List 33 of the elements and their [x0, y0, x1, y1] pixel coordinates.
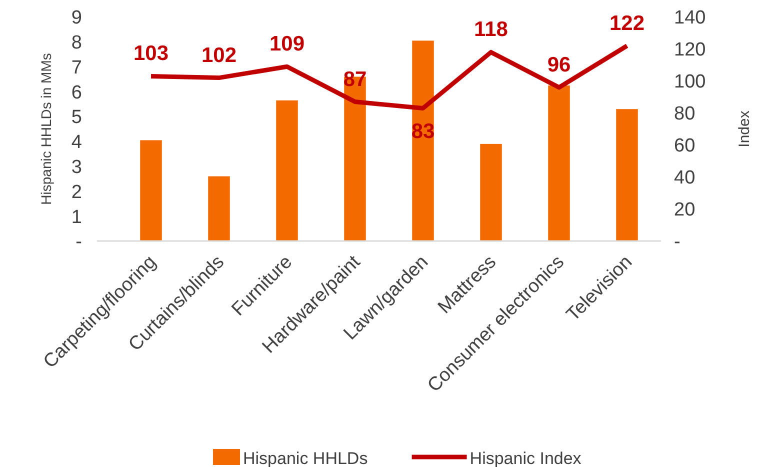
y-tick-label: 5: [71, 107, 82, 128]
y2-tick-label: 120: [674, 40, 706, 61]
data-label: 103: [133, 42, 169, 66]
y2-tick-label: -: [674, 232, 680, 253]
y2-tick-label: 80: [674, 104, 696, 125]
y-axis-title: Hispanic HHLDs in MMs: [38, 53, 54, 205]
y2-tick-label: 60: [674, 136, 696, 157]
y2-tick-label: 100: [674, 72, 706, 93]
y-tick-label: 2: [71, 182, 82, 203]
bar: [276, 100, 298, 241]
y-tick-label: 7: [71, 57, 82, 78]
bar: [616, 109, 638, 241]
y-tick-label: 1: [71, 206, 82, 228]
bar: [412, 40, 434, 241]
bar: [208, 176, 230, 241]
y-tick-label: 8: [71, 32, 82, 54]
data-label: 96: [547, 53, 571, 76]
y-tick-label: 6: [71, 82, 82, 104]
y-tick-label: 9: [71, 8, 82, 29]
data-label: 118: [474, 18, 508, 42]
bar: [548, 85, 570, 241]
bar: [480, 144, 502, 241]
y-tick-label: 4: [71, 132, 82, 154]
data-label: 102: [201, 44, 237, 67]
data-label: 122: [609, 12, 645, 35]
y-tick-label: -: [76, 232, 82, 253]
y-tick-label: 3: [71, 156, 82, 178]
y2-tick-label: 140: [674, 8, 706, 29]
data-label: 109: [269, 32, 305, 56]
y2-tick-label: 20: [674, 200, 696, 221]
bar: [140, 140, 162, 241]
y2-tick-label: 40: [674, 168, 696, 189]
y2-axis-title: Index: [736, 110, 753, 148]
